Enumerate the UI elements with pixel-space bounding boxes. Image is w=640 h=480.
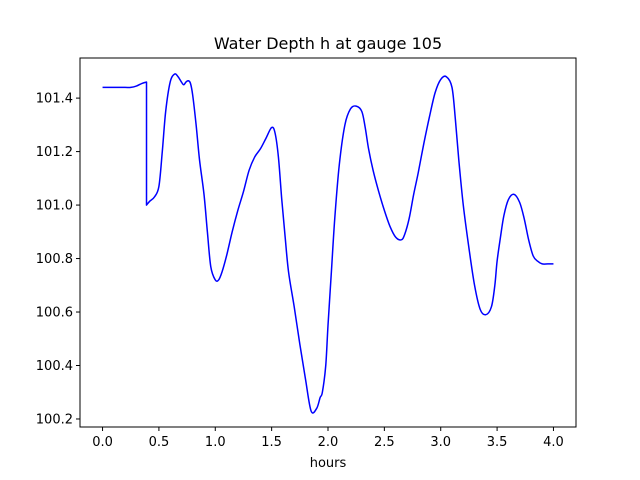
y-tick-label: 100.2 — [36, 412, 73, 427]
x-tick-label: 0.5 — [149, 435, 170, 450]
y-tick-label: 101.2 — [36, 145, 73, 160]
y-tick-label: 100.6 — [36, 306, 73, 321]
y-tick-label: 101.0 — [36, 199, 73, 214]
x-tick-label: 3.0 — [430, 435, 451, 450]
y-tick-label: 101.4 — [36, 92, 73, 107]
x-tick-label: 1.5 — [261, 435, 282, 450]
plot-frame — [79, 57, 577, 428]
x-axis-label: hours — [310, 456, 347, 471]
chart-title: Water Depth h at gauge 105 — [214, 34, 442, 53]
x-tick-label: 2.5 — [374, 435, 395, 450]
series-line — [102, 73, 554, 414]
x-tick-label: 0.0 — [92, 435, 113, 450]
axis-ticks: 0.0 0.5 1.0 1.5 2.0 2.5 3.0 3.5 4.0 100.2 100.4 100… — [36, 92, 564, 450]
x-tick-label: 3.5 — [487, 435, 508, 450]
y-tick-label: 100.8 — [36, 252, 73, 267]
x-tick-label: 2.0 — [318, 435, 339, 450]
x-tick-label: 1.0 — [205, 435, 226, 450]
y-tick-label: 100.4 — [36, 359, 73, 374]
x-tick-label: 4.0 — [543, 435, 564, 450]
